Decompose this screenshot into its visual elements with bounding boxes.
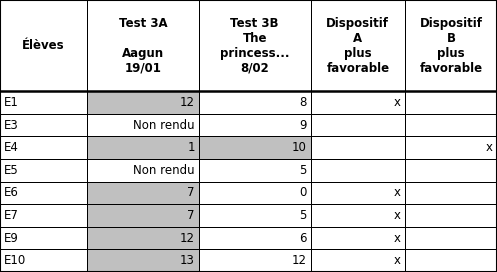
Bar bbox=[87, 182, 199, 204]
Bar bbox=[87, 159, 199, 182]
Text: 9: 9 bbox=[299, 119, 307, 132]
Text: x: x bbox=[394, 186, 401, 199]
Bar bbox=[405, 0, 497, 91]
Text: Test 3A

Aagun
19/01: Test 3A Aagun 19/01 bbox=[119, 17, 167, 75]
Bar bbox=[405, 159, 497, 182]
Text: E10: E10 bbox=[4, 254, 26, 267]
Bar bbox=[199, 0, 311, 91]
Bar bbox=[199, 182, 311, 204]
Bar bbox=[0, 0, 87, 91]
Bar bbox=[0, 159, 87, 182]
Bar bbox=[405, 249, 497, 272]
Bar bbox=[0, 249, 87, 272]
Text: 1: 1 bbox=[187, 141, 195, 154]
Bar bbox=[199, 136, 311, 159]
Text: Test 3B
The
princess...
8/02: Test 3B The princess... 8/02 bbox=[220, 17, 289, 75]
Bar bbox=[87, 204, 199, 227]
Bar bbox=[199, 114, 311, 136]
Bar bbox=[311, 91, 405, 114]
Bar bbox=[311, 227, 405, 249]
Text: x: x bbox=[394, 231, 401, 245]
Bar bbox=[199, 204, 311, 227]
Text: Élèves: Élèves bbox=[22, 39, 65, 52]
Text: x: x bbox=[394, 209, 401, 222]
Bar bbox=[87, 0, 199, 91]
Text: 5: 5 bbox=[299, 209, 307, 222]
Text: E1: E1 bbox=[4, 96, 19, 109]
Text: E7: E7 bbox=[4, 209, 19, 222]
Text: 12: 12 bbox=[180, 231, 195, 245]
Text: 7: 7 bbox=[187, 209, 195, 222]
Text: 10: 10 bbox=[292, 141, 307, 154]
Bar bbox=[405, 136, 497, 159]
Bar bbox=[0, 227, 87, 249]
Bar bbox=[405, 182, 497, 204]
Bar bbox=[311, 182, 405, 204]
Bar bbox=[311, 249, 405, 272]
Text: E9: E9 bbox=[4, 231, 19, 245]
Bar bbox=[0, 204, 87, 227]
Bar bbox=[199, 91, 311, 114]
Bar bbox=[405, 91, 497, 114]
Text: 13: 13 bbox=[180, 254, 195, 267]
Text: 5: 5 bbox=[299, 164, 307, 177]
Text: Non rendu: Non rendu bbox=[133, 119, 195, 132]
Bar bbox=[0, 114, 87, 136]
Text: E5: E5 bbox=[4, 164, 19, 177]
Bar bbox=[311, 136, 405, 159]
Text: 6: 6 bbox=[299, 231, 307, 245]
Bar bbox=[199, 227, 311, 249]
Text: E4: E4 bbox=[4, 141, 19, 154]
Bar bbox=[311, 0, 405, 91]
Text: x: x bbox=[486, 141, 493, 154]
Text: 8: 8 bbox=[299, 96, 307, 109]
Text: x: x bbox=[394, 254, 401, 267]
Bar bbox=[311, 114, 405, 136]
Text: 0: 0 bbox=[299, 186, 307, 199]
Text: 7: 7 bbox=[187, 186, 195, 199]
Bar bbox=[199, 249, 311, 272]
Bar bbox=[405, 114, 497, 136]
Text: 12: 12 bbox=[180, 96, 195, 109]
Bar bbox=[311, 204, 405, 227]
Bar bbox=[87, 91, 199, 114]
Text: 12: 12 bbox=[292, 254, 307, 267]
Bar bbox=[87, 136, 199, 159]
Bar bbox=[405, 204, 497, 227]
Bar bbox=[0, 136, 87, 159]
Bar bbox=[0, 91, 87, 114]
Bar bbox=[405, 227, 497, 249]
Text: Dispositif
A
plus
favorable: Dispositif A plus favorable bbox=[326, 17, 390, 75]
Bar bbox=[311, 159, 405, 182]
Bar bbox=[0, 182, 87, 204]
Bar bbox=[199, 159, 311, 182]
Text: Non rendu: Non rendu bbox=[133, 164, 195, 177]
Text: Dispositif
B
plus
favorable: Dispositif B plus favorable bbox=[419, 17, 483, 75]
Bar bbox=[87, 227, 199, 249]
Bar bbox=[87, 114, 199, 136]
Text: E3: E3 bbox=[4, 119, 19, 132]
Bar bbox=[87, 249, 199, 272]
Text: x: x bbox=[394, 96, 401, 109]
Text: E6: E6 bbox=[4, 186, 19, 199]
